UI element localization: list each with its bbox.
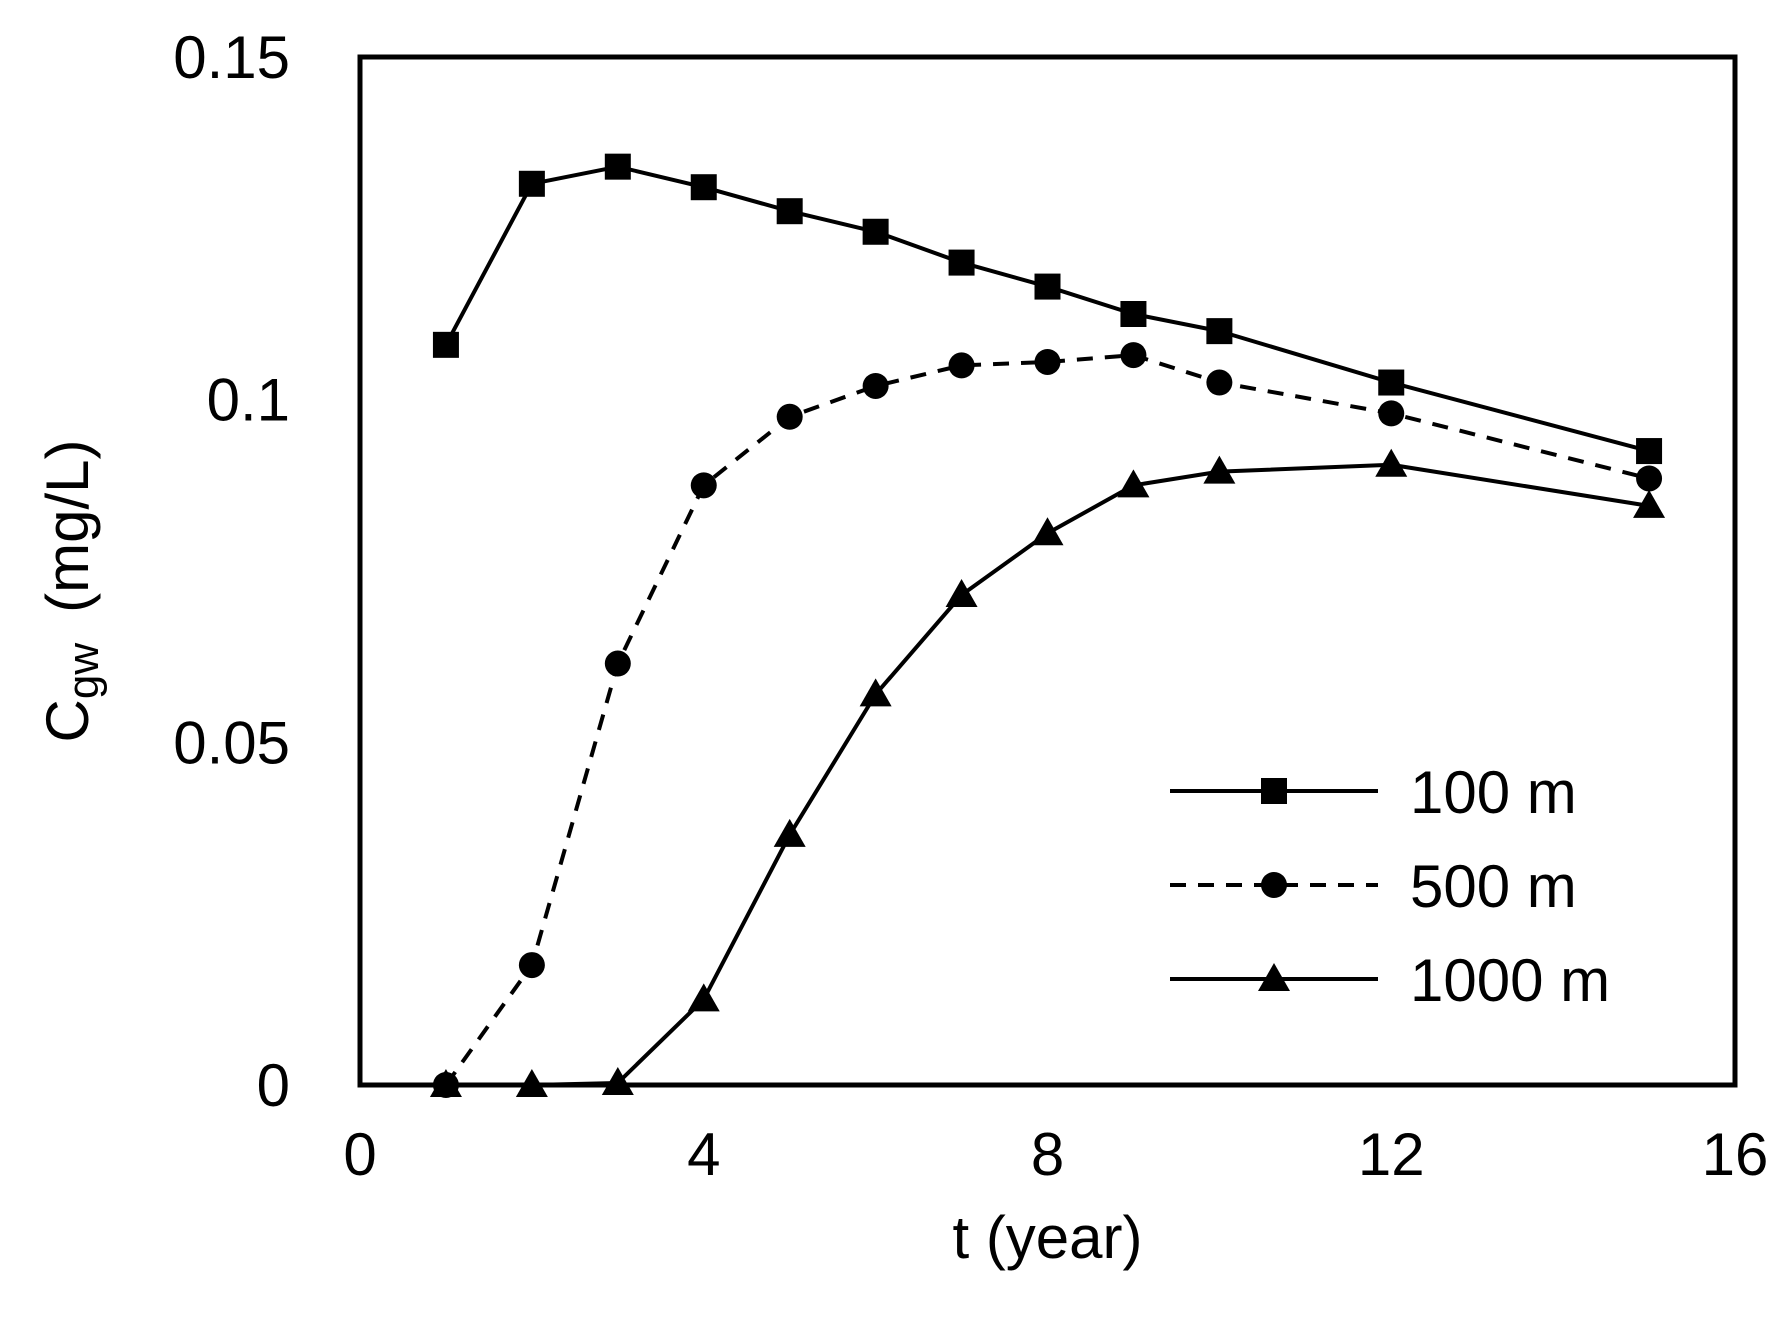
- data-point-100m: [604, 153, 631, 180]
- legend-marker-1000m: [1258, 963, 1290, 991]
- data-point-1000m: [1117, 469, 1150, 498]
- legend-label-100m: 100 m: [1410, 759, 1577, 826]
- data-point-100m: [862, 218, 889, 245]
- y-tick-label: 0.05: [173, 709, 290, 776]
- data-point-500m: [776, 403, 803, 430]
- x-tick-label: 8: [1031, 1121, 1064, 1188]
- data-point-500m: [604, 650, 631, 677]
- data-point-1000m: [1633, 489, 1666, 518]
- x-axis-ticks: 0 4 8 12 16: [343, 1121, 1768, 1188]
- y-tick-label: 0.15: [173, 24, 290, 91]
- x-tick-label: 4: [687, 1121, 720, 1188]
- data-point-1000m: [1031, 517, 1064, 546]
- data-point-1000m: [945, 578, 978, 607]
- plot-area-frame: [357, 54, 1738, 1088]
- legend-label-500m: 500 m: [1410, 853, 1577, 920]
- y-tick-label: 0.1: [207, 367, 290, 434]
- x-axis-title: t (year): [952, 1204, 1142, 1271]
- data-point-500m: [1034, 348, 1061, 375]
- y-axis-title: Cgw (mg/L): [34, 440, 108, 743]
- data-point-100m: [1034, 273, 1061, 300]
- data-point-500m: [862, 372, 889, 399]
- x-tick-label: 16: [1702, 1121, 1769, 1188]
- y-axis-title-unit: (mg/L): [34, 440, 101, 613]
- data-point-500m: [948, 352, 975, 379]
- data-point-100m: [1378, 369, 1405, 396]
- data-point-1000m: [859, 678, 892, 707]
- data-point-100m: [948, 249, 975, 276]
- y-axis-ticks: 0 0.05 0.1 0.15: [173, 24, 290, 1119]
- data-point-1000m: [1375, 448, 1408, 477]
- data-point-100m: [1636, 438, 1663, 465]
- data-point-500m: [1206, 369, 1233, 396]
- data-point-1000m: [687, 983, 720, 1012]
- x-tick-label: 12: [1358, 1121, 1425, 1188]
- x-tick-label: 0: [343, 1121, 376, 1188]
- legend: 100 m 500 m 1000 m: [1170, 759, 1610, 1014]
- data-point-100m: [518, 170, 545, 197]
- data-point-500m: [518, 952, 545, 979]
- series-line-100m: [444, 164, 1650, 453]
- data-point-100m: [432, 331, 459, 358]
- series-line-500m: [444, 353, 1650, 1087]
- y-tick-label: 0: [257, 1052, 290, 1119]
- legend-marker-500m: [1261, 872, 1287, 898]
- data-point-500m: [1378, 400, 1405, 427]
- data-point-1000m: [601, 1066, 634, 1095]
- legend-marker-100m: [1261, 778, 1287, 804]
- data-point-500m: [1120, 342, 1147, 369]
- data-point-1000m: [1203, 455, 1236, 484]
- data-point-100m: [1206, 318, 1233, 345]
- data-point-1000m: [773, 818, 806, 847]
- y-axis-title-subscript: gw: [59, 643, 108, 699]
- data-point-500m: [1636, 465, 1663, 492]
- data-point-100m: [1120, 301, 1147, 327]
- y-axis-title-main: C: [34, 699, 101, 742]
- data-point-500m: [690, 472, 717, 499]
- data-point-100m: [776, 198, 803, 225]
- data-point-100m: [690, 174, 717, 201]
- legend-label-1000m: 1000 m: [1410, 947, 1610, 1014]
